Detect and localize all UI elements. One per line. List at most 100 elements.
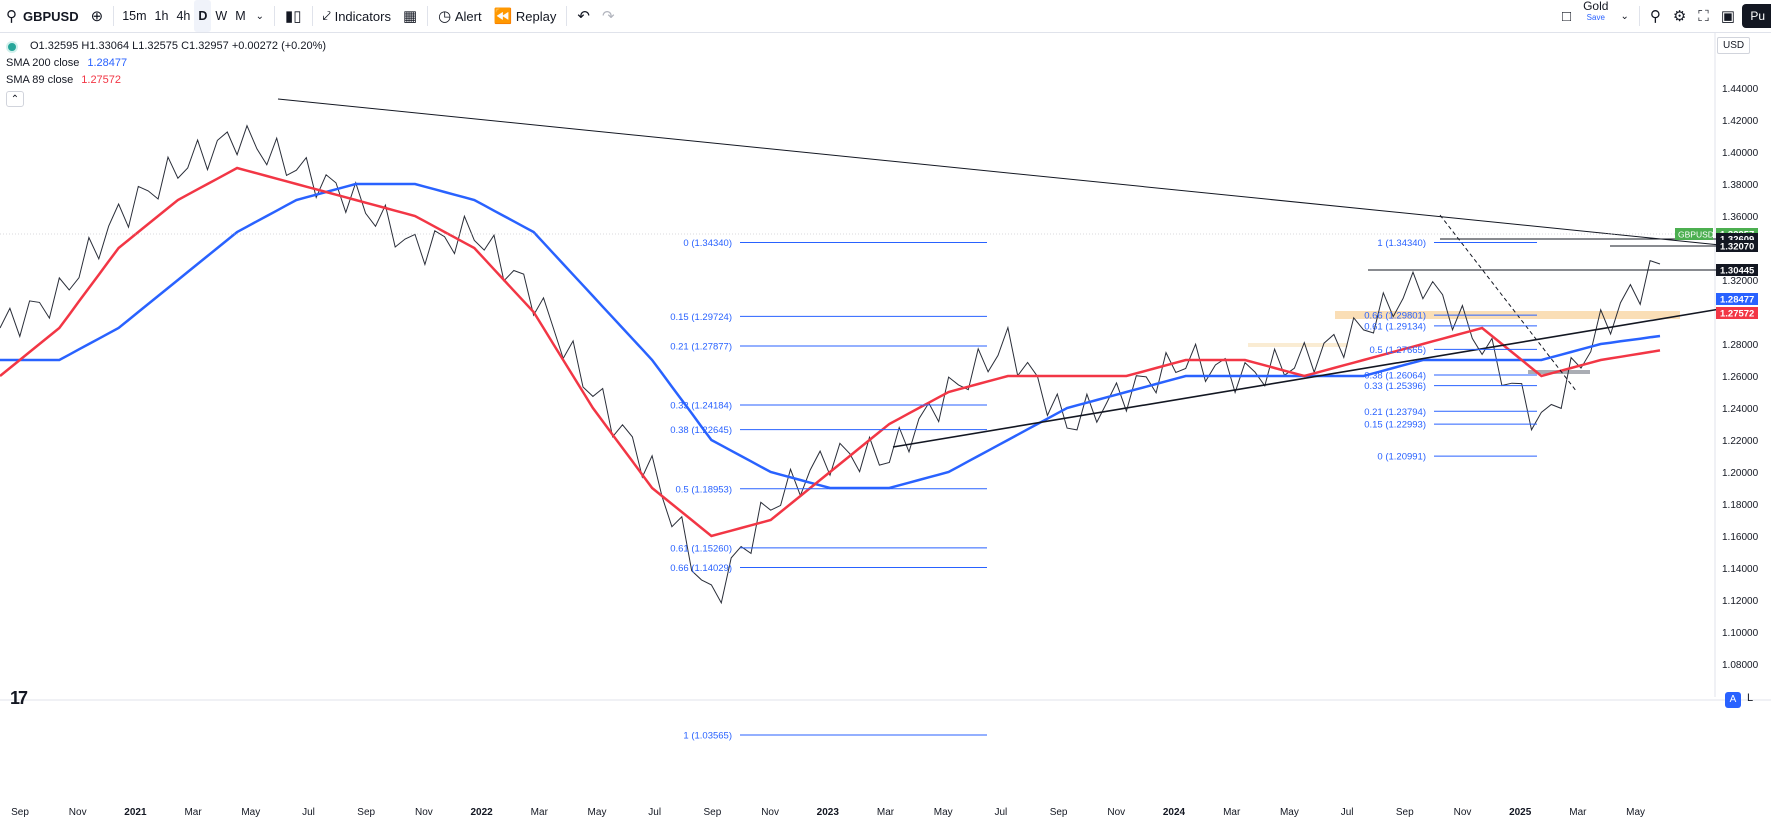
- ohlc-values: O1.32595 H1.33064 L1.32575 C1.32957 +0.0…: [30, 40, 327, 52]
- templates-button[interactable]: ▦: [397, 0, 423, 32]
- layout-select-button[interactable]: □: [1556, 0, 1577, 32]
- fib-level-label: 0.33 (1.24184): [670, 401, 732, 412]
- price-axis-label: 1.44000: [1722, 84, 1759, 95]
- price-axis-label: 1.42000: [1722, 116, 1759, 127]
- price-badge-label: 1.30445: [1720, 266, 1755, 277]
- layout-dropdown[interactable]: ⌄: [1614, 0, 1634, 32]
- divider: [311, 6, 313, 26]
- price-badge-label: 1.32070: [1720, 242, 1754, 253]
- settings-button[interactable]: ⚙: [1667, 0, 1692, 32]
- time-axis-label: May: [241, 807, 260, 818]
- interval-dropdown[interactable]: ⌄: [250, 0, 270, 32]
- auto-scale-button[interactable]: A: [1725, 692, 1741, 708]
- time-axis-label: 2022: [470, 807, 493, 818]
- price-badge: [1716, 293, 1758, 305]
- fib-retracement-right[interactable]: 1 (1.34340) 0.66 (1.29801)0.61 (1.29134) 0…: [1364, 238, 1537, 463]
- interval-4h[interactable]: 4h: [176, 9, 191, 23]
- fullscreen-icon: ⛶: [1698, 7, 1709, 25]
- symbol-search[interactable]: ⚲ GBPUSD: [0, 0, 85, 32]
- interval-m[interactable]: M: [235, 9, 246, 23]
- sma89-label: SMA 89 close: [6, 74, 74, 86]
- square-icon: □: [1562, 7, 1572, 25]
- time-axis-label: Sep: [357, 807, 375, 818]
- fullscreen-button[interactable]: ⛶: [1692, 0, 1715, 32]
- fib-retracement-left[interactable]: 0 (1.34340) 0.15 (1.29724) 0.21 (1.27877) 0…: [670, 238, 987, 741]
- fib-level-label: 0.5 (1.18953): [675, 484, 732, 495]
- interval-w[interactable]: W: [215, 9, 228, 23]
- symbol-name: GBPUSD: [23, 8, 79, 24]
- time-axis-label: Mar: [1569, 807, 1587, 818]
- indicators-icon: ⤦: [322, 7, 331, 25]
- fib-level-label: 0.33 (1.25396): [1364, 381, 1426, 392]
- divider: [566, 6, 568, 26]
- replay-button[interactable]: ⏪ Replay: [488, 0, 563, 32]
- fib-level-label: 0.61 (1.29134): [1364, 321, 1426, 332]
- redo-button[interactable]: ↷: [596, 0, 621, 32]
- fib-level-label: 0.66 (1.14029): [670, 563, 732, 574]
- collapse-legend-button[interactable]: ⌃: [6, 91, 24, 107]
- undo-button[interactable]: ↶: [571, 0, 596, 32]
- sma200-series: [0, 182, 1661, 490]
- rewind-icon: ⏪: [493, 8, 513, 25]
- price-axis-label: 1.24000: [1722, 404, 1759, 415]
- sma200-label: SMA 200 close: [6, 57, 80, 69]
- time-axis-label: Mar: [531, 807, 549, 818]
- alert-button[interactable]: ◷ Alert: [432, 0, 487, 32]
- symbol-badge: [1675, 228, 1713, 240]
- top-toolbar: ⚲ GBPUSD ⊕ 15m 1h 4h D W M ⌄ ▮▯ ⤦ Indica…: [0, 0, 1771, 33]
- divider: [113, 6, 115, 26]
- time-axis-label: Nov: [69, 807, 87, 818]
- indicators-button[interactable]: ⤦ Indicators: [317, 0, 397, 32]
- currency-selector[interactable]: USD: [1717, 37, 1751, 54]
- time-axis-label: Sep: [11, 807, 29, 818]
- indicators-label: Indicators: [334, 8, 391, 24]
- divider: [1638, 6, 1640, 26]
- log-scale-button[interactable]: L: [1747, 692, 1754, 704]
- fib-level-label: 1 (1.34340): [1377, 238, 1426, 249]
- fib-level-label: 0.38 (1.22645): [670, 425, 732, 436]
- time-axis-label: Mar: [1223, 807, 1241, 818]
- sma89-row[interactable]: SMA 89 close 1.27572: [6, 72, 326, 89]
- price-axis-label: 1.14000: [1722, 564, 1759, 575]
- time-axis-label: Jul: [1341, 807, 1354, 818]
- price-badge: [1716, 264, 1758, 276]
- time-axis[interactable]: Sep Nov 2021 Mar May Jul Sep Nov 2022 Mar May Jul Se…: [0, 699, 1771, 818]
- redo-icon: ↷: [601, 8, 615, 25]
- price-axis-label: 1.32000: [1722, 276, 1759, 287]
- chart-type-button[interactable]: ▮▯: [279, 0, 308, 32]
- camera-icon: ▣: [1720, 8, 1735, 25]
- fib-level-label: 0.5 (1.27665): [1369, 345, 1426, 356]
- price-axis-label: 1.16000: [1722, 532, 1759, 543]
- fib-level-label: 0.15 (1.29724): [670, 312, 732, 323]
- chevron-down-icon: ⌄: [255, 10, 264, 22]
- symbol-badge-label: GBPUSD: [1678, 230, 1714, 240]
- snapshot-button[interactable]: ▣: [1715, 0, 1741, 32]
- time-axis-label: Nov: [415, 807, 433, 818]
- support-zone-lower: [1248, 343, 1348, 347]
- time-axis-label: Sep: [704, 807, 722, 818]
- time-axis-label: May: [1626, 807, 1645, 818]
- time-axis-label: Nov: [1107, 807, 1125, 818]
- publish-button[interactable]: Pu: [1742, 4, 1771, 28]
- compare-button[interactable]: ⊕: [85, 0, 110, 32]
- tradingview-logo-icon[interactable]: 17: [10, 688, 28, 708]
- support-trendline: [892, 308, 1721, 448]
- chevron-up-icon: ⌃: [10, 93, 20, 105]
- divider: [274, 6, 275, 26]
- interval-1h[interactable]: 1h: [154, 9, 169, 23]
- price-chart[interactable]: 1.440001.420001.400001.380001.360001.340…: [0, 32, 1771, 821]
- time-axis-label: 2025: [1509, 807, 1532, 818]
- quick-search-button[interactable]: ⚲: [1644, 0, 1667, 32]
- time-axis-label: May: [934, 807, 953, 818]
- price-badge-label: 1.27572: [1720, 309, 1754, 320]
- layout-name[interactable]: Gold Save: [1577, 0, 1614, 32]
- fib-level-label: 0.21 (1.27877): [670, 341, 732, 352]
- sma200-row[interactable]: SMA 200 close 1.28477: [6, 55, 326, 72]
- interval-15m[interactable]: 15m: [122, 9, 147, 23]
- price-axis[interactable]: 1.440001.420001.400001.380001.360001.340…: [1714, 32, 1759, 697]
- price-axis-label: 1.10000: [1722, 628, 1759, 639]
- interval-d[interactable]: D: [194, 0, 212, 32]
- gear-icon: ⚙: [1672, 8, 1687, 25]
- price-badge-label: 1.28477: [1720, 295, 1754, 306]
- candles-icon: ▮▯: [285, 8, 302, 25]
